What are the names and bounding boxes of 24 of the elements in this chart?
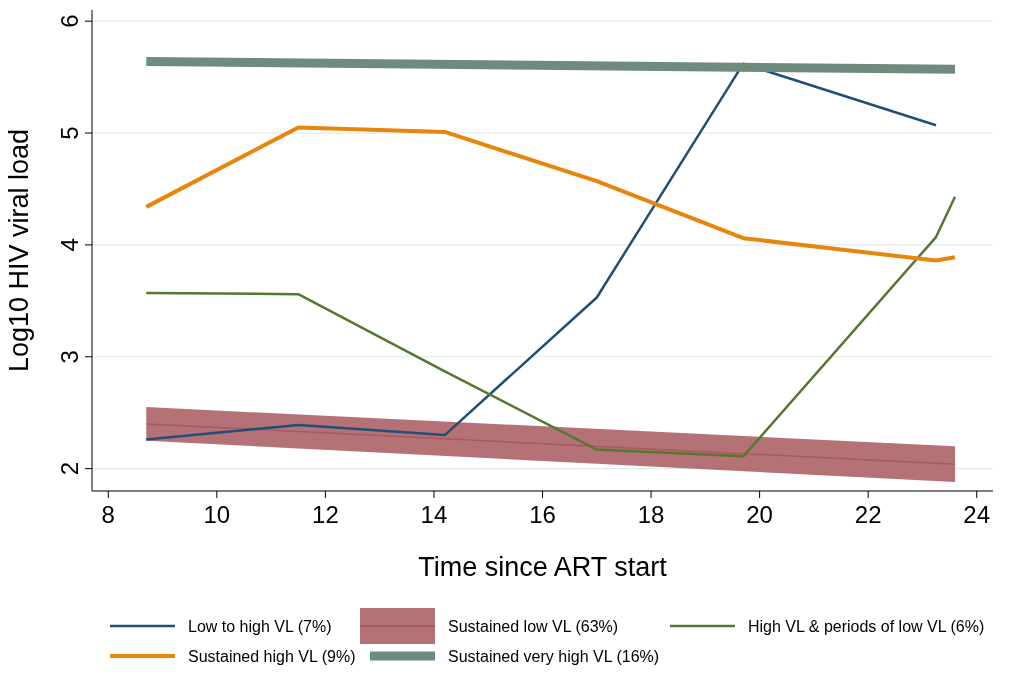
x-tick-label: 24 bbox=[963, 501, 991, 528]
legend-label: Sustained very high VL (16%) bbox=[448, 648, 660, 665]
x-tick-label: 20 bbox=[746, 501, 773, 528]
y-tick-label: 4 bbox=[56, 238, 83, 252]
y-tick-label: 3 bbox=[56, 350, 83, 364]
x-tick-label: 16 bbox=[529, 501, 556, 528]
legend-label: High VL & periods of low VL (6%) bbox=[748, 618, 985, 635]
line-series bbox=[145, 195, 957, 458]
x-tick-label: 8 bbox=[101, 501, 115, 528]
x-tick-label: 12 bbox=[312, 501, 339, 528]
y-tick-label: 5 bbox=[56, 126, 83, 140]
legend-label: Sustained low VL (63%) bbox=[448, 618, 619, 635]
x-tick-label: 14 bbox=[420, 501, 448, 528]
x-tick-label: 18 bbox=[637, 501, 665, 528]
x-axis-title: Time since ART start bbox=[418, 552, 668, 582]
line-series bbox=[145, 62, 938, 441]
y-tick-label: 2 bbox=[56, 461, 83, 476]
line-series bbox=[144, 125, 958, 263]
x-tick-label: 22 bbox=[854, 501, 882, 528]
legend-label: Low to high VL (7%) bbox=[188, 618, 332, 635]
y-tick-label: 6 bbox=[56, 14, 83, 28]
x-tick-label: 10 bbox=[203, 501, 231, 528]
y-axis-title: Log10 HIV viral load bbox=[4, 128, 34, 373]
legend-label: Sustained high VL (9%) bbox=[188, 648, 356, 665]
